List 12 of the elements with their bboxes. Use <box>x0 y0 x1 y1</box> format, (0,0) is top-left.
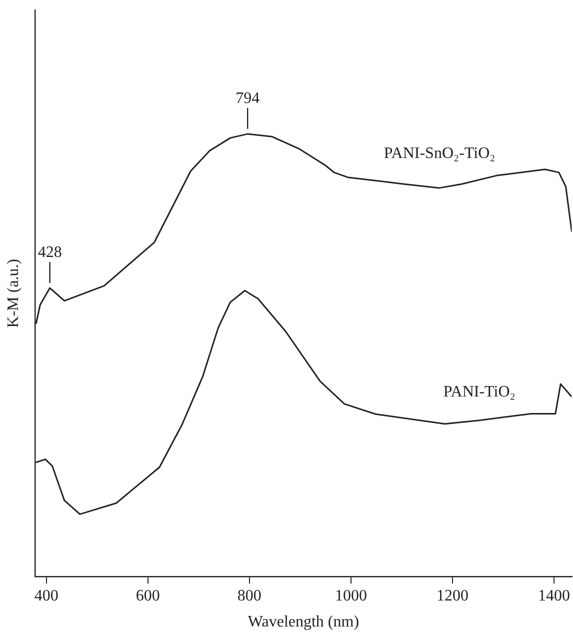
x-tick-label: 1000 <box>334 587 367 604</box>
x-tick-label: 800 <box>237 587 262 604</box>
x-tick-label: 600 <box>136 587 160 604</box>
y-axis-title: K-M (a.u.) <box>4 258 22 328</box>
x-axis-title: Wavelength (nm) <box>248 614 360 631</box>
x-tick-label: 1400 <box>538 587 570 604</box>
series-label: PANI-SnO₂-TiO₂ <box>384 144 496 162</box>
x-tick-label: 1200 <box>436 587 468 604</box>
annotation: 794 <box>236 90 260 107</box>
series-label: PANI-TiO₂ <box>443 383 516 400</box>
x-tick-label: 400 <box>34 587 58 604</box>
annotation: 428 <box>38 244 62 261</box>
